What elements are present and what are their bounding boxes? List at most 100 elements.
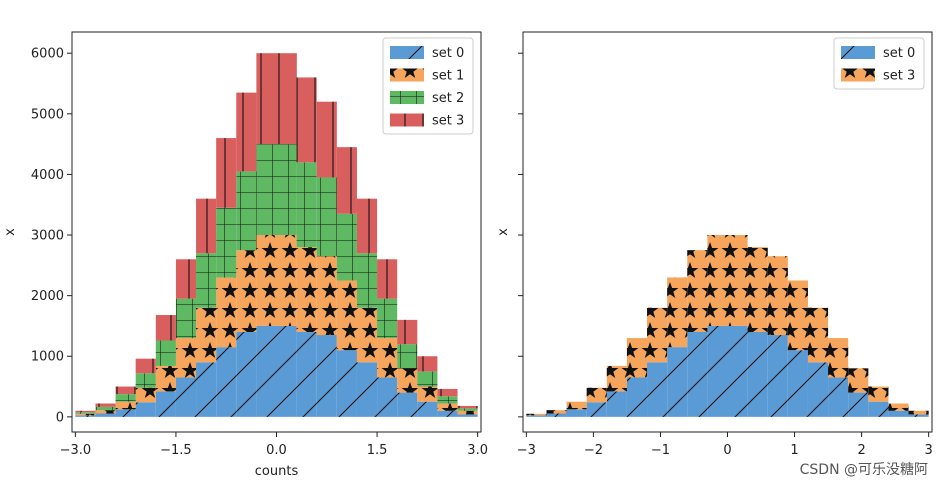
x-tick-label: −3.0 bbox=[60, 443, 92, 458]
bar-hatch bbox=[707, 235, 728, 326]
bar-hatch bbox=[606, 391, 627, 417]
x-tick-label: −1 bbox=[651, 443, 670, 458]
bar-hatch bbox=[336, 147, 357, 214]
legend-swatch-hatch bbox=[841, 46, 875, 59]
bar-hatch bbox=[626, 377, 648, 417]
bar-hatch bbox=[316, 177, 337, 257]
bar-hatch bbox=[256, 53, 277, 145]
bar-hatch bbox=[687, 250, 708, 332]
series-set-2 bbox=[75, 144, 478, 414]
bar-hatch bbox=[276, 325, 297, 417]
legend-label: set 2 bbox=[432, 91, 464, 106]
bar-hatch bbox=[95, 410, 116, 414]
bar-hatch bbox=[75, 413, 96, 416]
bar-hatch bbox=[606, 365, 627, 392]
bar-hatch bbox=[155, 340, 176, 366]
bar-hatch bbox=[236, 250, 257, 332]
bar-hatch bbox=[236, 171, 257, 251]
bar-hatch bbox=[787, 350, 808, 417]
bar-hatch bbox=[586, 402, 607, 417]
bar-hatch bbox=[417, 356, 438, 372]
y-axis-label: x bbox=[3, 228, 18, 236]
bar-hatch bbox=[95, 406, 116, 411]
bar-hatch bbox=[155, 315, 176, 341]
y-tick-label: 1000 bbox=[31, 350, 64, 365]
legend-swatch-hatch bbox=[390, 68, 424, 82]
x-axis-label: counts bbox=[255, 464, 299, 479]
bar-hatch bbox=[276, 235, 297, 326]
legend-swatch-hatch bbox=[390, 91, 424, 104]
y-tick-label: 2000 bbox=[31, 289, 64, 304]
bar-hatch bbox=[196, 253, 217, 308]
legend-label: set 0 bbox=[432, 46, 464, 61]
bar-hatch bbox=[336, 350, 357, 417]
bar-hatch bbox=[767, 335, 788, 417]
bar-hatch bbox=[356, 307, 378, 363]
bar-hatch bbox=[115, 386, 136, 395]
bar-hatch bbox=[236, 92, 257, 172]
bar-hatch bbox=[256, 235, 277, 326]
bar-hatch bbox=[135, 387, 156, 403]
y-axis-label: x bbox=[496, 228, 511, 236]
bar-hatch bbox=[356, 198, 378, 254]
right-axes: −3 −2 −1 0 1 2 3 x set 0 set 3 bbox=[496, 31, 933, 458]
bar-hatch bbox=[336, 280, 357, 351]
legend-label: set 0 bbox=[883, 46, 915, 61]
bar-hatch bbox=[868, 401, 889, 417]
legend-label: set 3 bbox=[883, 69, 915, 84]
y-tick-label: 5000 bbox=[31, 107, 64, 122]
bar-hatch bbox=[115, 409, 136, 417]
bar-hatch bbox=[687, 332, 708, 417]
series-set-1 bbox=[75, 235, 478, 416]
bar-hatch bbox=[397, 368, 418, 393]
bar-hatch bbox=[95, 413, 116, 417]
bar-hatch bbox=[747, 332, 768, 417]
x-tick-label: 3 bbox=[925, 443, 933, 458]
bar-hatch bbox=[437, 388, 458, 397]
series-set-3 bbox=[526, 235, 929, 416]
bar-hatch bbox=[296, 332, 317, 417]
x-tick-label: −3 bbox=[517, 443, 536, 458]
bar-hatch bbox=[175, 377, 197, 417]
bar-hatch bbox=[236, 332, 257, 417]
bar-hatch bbox=[135, 402, 156, 417]
bar-hatch bbox=[377, 377, 398, 417]
bar-hatch bbox=[356, 253, 378, 308]
bar-hatch bbox=[216, 347, 237, 417]
series-set-0 bbox=[526, 325, 929, 417]
bar-hatch bbox=[276, 53, 297, 145]
bar-hatch bbox=[828, 377, 849, 417]
bar-hatch bbox=[336, 213, 357, 281]
watermark: CSDN @可乐没糖阿 bbox=[800, 462, 928, 478]
bar-hatch bbox=[316, 256, 337, 336]
bar-hatch bbox=[95, 403, 116, 407]
bar-hatch bbox=[437, 403, 458, 411]
x-tick-label: 3.0 bbox=[467, 443, 488, 458]
bar-hatch bbox=[457, 408, 478, 411]
bar-hatch bbox=[647, 307, 668, 363]
bar-hatch bbox=[175, 298, 197, 339]
bar-hatch bbox=[135, 373, 156, 388]
bar-hatch bbox=[727, 325, 748, 417]
bar-hatch bbox=[908, 414, 929, 417]
bar-hatch bbox=[216, 138, 237, 208]
legend: set 0 set 1 set 2 set 3 bbox=[382, 37, 474, 135]
y-tick-label: 4000 bbox=[31, 168, 64, 183]
bar-hatch bbox=[807, 362, 829, 417]
bar-hatch bbox=[828, 338, 849, 378]
bar-hatch bbox=[767, 256, 788, 336]
legend-swatch-hatch bbox=[390, 113, 424, 127]
bar-hatch bbox=[457, 410, 478, 415]
bar-hatch bbox=[707, 325, 728, 417]
x-tick-label: 2 bbox=[857, 443, 865, 458]
bar-hatch bbox=[848, 368, 869, 393]
y-tick-label: 6000 bbox=[31, 47, 64, 62]
bar-hatch bbox=[196, 307, 217, 363]
bar-hatch bbox=[256, 325, 277, 417]
bar-hatch bbox=[256, 144, 277, 236]
bar-hatch bbox=[437, 396, 458, 404]
x-tick-label: 0 bbox=[723, 443, 731, 458]
bar-hatch bbox=[356, 362, 378, 417]
series-set-3 bbox=[75, 53, 478, 413]
x-tick-label: 1 bbox=[790, 443, 798, 458]
